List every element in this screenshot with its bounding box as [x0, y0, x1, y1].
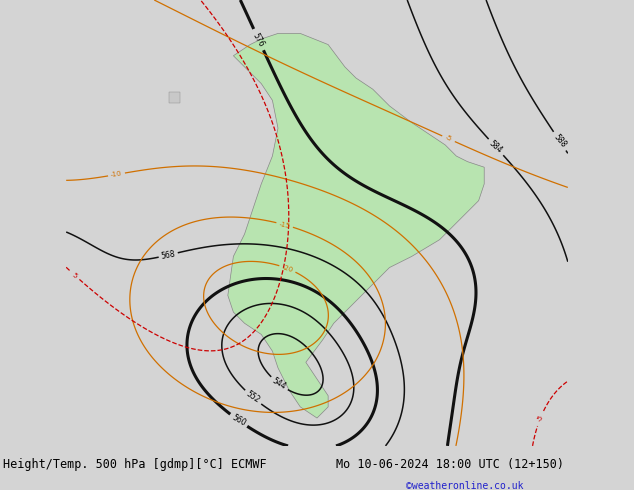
- Text: 544: 544: [271, 376, 288, 392]
- Text: Height/Temp. 500 hPa [gdmp][°C] ECMWF: Height/Temp. 500 hPa [gdmp][°C] ECMWF: [3, 458, 267, 471]
- Text: 576: 576: [251, 31, 266, 48]
- Text: -15: -15: [278, 220, 291, 229]
- Text: ©weatheronline.co.uk: ©weatheronline.co.uk: [406, 481, 523, 490]
- Text: 584: 584: [488, 139, 505, 155]
- Polygon shape: [169, 92, 181, 103]
- Text: 552: 552: [245, 390, 262, 405]
- Text: -20: -20: [281, 264, 294, 273]
- Text: 5: 5: [71, 271, 79, 279]
- Text: -5: -5: [444, 135, 453, 143]
- Text: 560: 560: [230, 413, 247, 428]
- Text: -5: -5: [536, 414, 545, 423]
- Text: Mo 10-06-2024 18:00 UTC (12+150): Mo 10-06-2024 18:00 UTC (12+150): [336, 458, 564, 471]
- Text: 568: 568: [160, 249, 176, 261]
- Text: 588: 588: [552, 133, 568, 149]
- Polygon shape: [228, 33, 484, 418]
- Text: -10: -10: [110, 171, 122, 178]
